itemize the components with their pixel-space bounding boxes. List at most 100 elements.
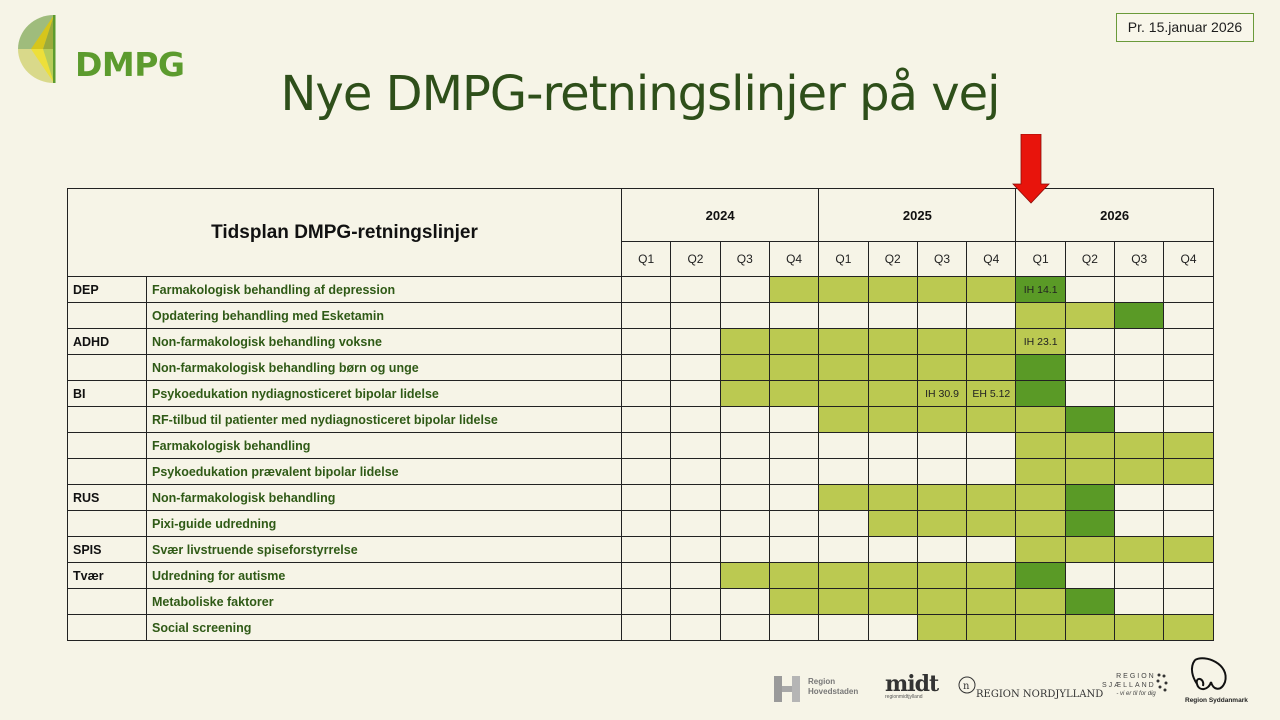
timeline-cell xyxy=(1064,328,1116,355)
timeline-cell xyxy=(867,458,918,485)
timeline-cell xyxy=(1114,432,1165,459)
category-label xyxy=(67,588,147,615)
timeline-cell: IH 30.9 xyxy=(916,380,968,407)
page-title: Nye DMPG-retningslinjer på vej xyxy=(280,66,1001,122)
timeline-cell xyxy=(916,354,968,381)
timeline-cell xyxy=(916,302,968,329)
category-label xyxy=(67,354,147,381)
schedule-row: Opdatering behandling med Esketamin xyxy=(67,302,1214,329)
timeline-cell xyxy=(916,276,968,303)
category-label xyxy=(67,458,147,485)
timeline-cell xyxy=(670,276,721,303)
timeline-cell xyxy=(1015,406,1066,433)
timeline-cell xyxy=(1163,614,1214,641)
quarter-header: Q3 xyxy=(719,241,770,277)
table-title: Tidsplan DMPG-retningslinjer xyxy=(66,188,623,277)
timeline-cell xyxy=(670,328,721,355)
timeline-cell xyxy=(1163,432,1214,459)
region-midt-sub: regionmidtjylland xyxy=(885,694,923,700)
timeline-cell xyxy=(1114,354,1165,381)
timeline-cell xyxy=(916,484,968,511)
quarter-header: Q2 xyxy=(1064,241,1116,277)
timeline-cell xyxy=(867,510,918,537)
timeline-cell xyxy=(719,458,770,485)
timeline-cell xyxy=(966,562,1017,589)
timeline-cell xyxy=(670,354,721,381)
timeline-cell xyxy=(670,432,721,459)
category-label xyxy=(67,302,147,329)
date-badge: Pr. 15.januar 2026 xyxy=(1116,13,1254,42)
timeline-cell xyxy=(768,354,820,381)
timeline-cell xyxy=(621,588,672,615)
timeline-cell xyxy=(1114,614,1165,641)
timeline-cell xyxy=(867,562,918,589)
timeline-cell xyxy=(1163,588,1214,615)
timeline-cell xyxy=(818,614,869,641)
region-hovedstaden-line1: Region xyxy=(808,677,836,686)
timeline-cell xyxy=(1114,302,1165,329)
year-header: 2025 xyxy=(818,188,1017,242)
timeline-cell xyxy=(867,276,918,303)
timeline-cell xyxy=(1163,562,1214,589)
timeline-cell xyxy=(768,562,820,589)
timeline-cell xyxy=(670,458,721,485)
timeline-cell xyxy=(867,328,918,355)
timeline-cell xyxy=(916,588,968,615)
region-syddanmark-text: Region Syddanmark xyxy=(1185,697,1248,704)
timeline-cell xyxy=(768,588,820,615)
region-sjaelland-dots-icon xyxy=(1156,673,1168,692)
region-syddanmark-icon xyxy=(1190,657,1227,690)
guideline-topic: Svær livstruende spiseforstyrrelse xyxy=(145,536,623,563)
timeline-cell xyxy=(818,276,869,303)
region-sjaelland-logo: REGION SJÆLLAND - vi er til for dig xyxy=(1102,672,1156,699)
timeline-cell xyxy=(1163,406,1214,433)
logo-text: DMPG xyxy=(75,45,185,84)
timeline-cell xyxy=(916,432,968,459)
timeline-cell xyxy=(916,328,968,355)
category-label xyxy=(67,432,147,459)
guideline-topic: Opdatering behandling med Esketamin xyxy=(145,302,623,329)
category-label: ADHD xyxy=(67,328,147,355)
quarter-header: Q1 xyxy=(818,241,869,277)
timeline-cell xyxy=(1064,276,1116,303)
timeline-cell xyxy=(719,536,770,563)
timeline-cell xyxy=(818,510,869,537)
timeline-cell: IH 14.1 xyxy=(1015,276,1066,303)
timeline-cell xyxy=(818,432,869,459)
region-nordjylland-text: REGION NORDJYLLAND xyxy=(976,689,1104,700)
quarter-header-row: Q1 Q2 Q3 Q4 Q1 Q2 Q3 Q4 Q1 Q2 Q3 Q4 xyxy=(68,241,1214,277)
svg-text:n: n xyxy=(963,681,970,692)
guideline-topic: Psykoedukation prævalent bipolar lidelse xyxy=(145,458,623,485)
timeline-cell xyxy=(1015,354,1066,381)
region-h-icon xyxy=(774,676,800,702)
timeline-cell xyxy=(719,380,770,407)
guideline-topic: Farmakologisk behandling af depression xyxy=(145,276,623,303)
schedule-row: BI Psykoedukation nydiagnosticeret bipola… xyxy=(67,380,1214,407)
category-label: RUS xyxy=(67,484,147,511)
quarter-header: Q3 xyxy=(916,241,968,277)
timeline-cell xyxy=(818,458,869,485)
timeline-cell xyxy=(1163,380,1214,407)
region-sjaelland-line2: SJÆLLAND xyxy=(1102,682,1156,689)
timeline-cell xyxy=(867,484,918,511)
timeline-cell xyxy=(1163,354,1214,381)
timeline-cell xyxy=(867,588,918,615)
timeline-cell xyxy=(768,458,820,485)
schedule-row: Social screening xyxy=(67,614,1214,641)
category-label xyxy=(67,406,147,433)
timeline-cell xyxy=(818,562,869,589)
timeline-cell xyxy=(1064,588,1116,615)
timeline-cell xyxy=(1064,510,1116,537)
timeline-cell xyxy=(719,432,770,459)
timeline-cell: EH 5.12 xyxy=(966,380,1017,407)
timeline-cell xyxy=(818,484,869,511)
timeline-cell xyxy=(719,354,770,381)
timeline-cell xyxy=(1015,302,1066,329)
timeline-cell xyxy=(818,536,869,563)
timeline-cell xyxy=(621,328,672,355)
timeline-cell xyxy=(1015,562,1066,589)
timeline-cell xyxy=(1163,536,1214,563)
timeline-cell xyxy=(1064,380,1116,407)
timeline-cell xyxy=(1114,328,1165,355)
timeline-cell xyxy=(670,406,721,433)
